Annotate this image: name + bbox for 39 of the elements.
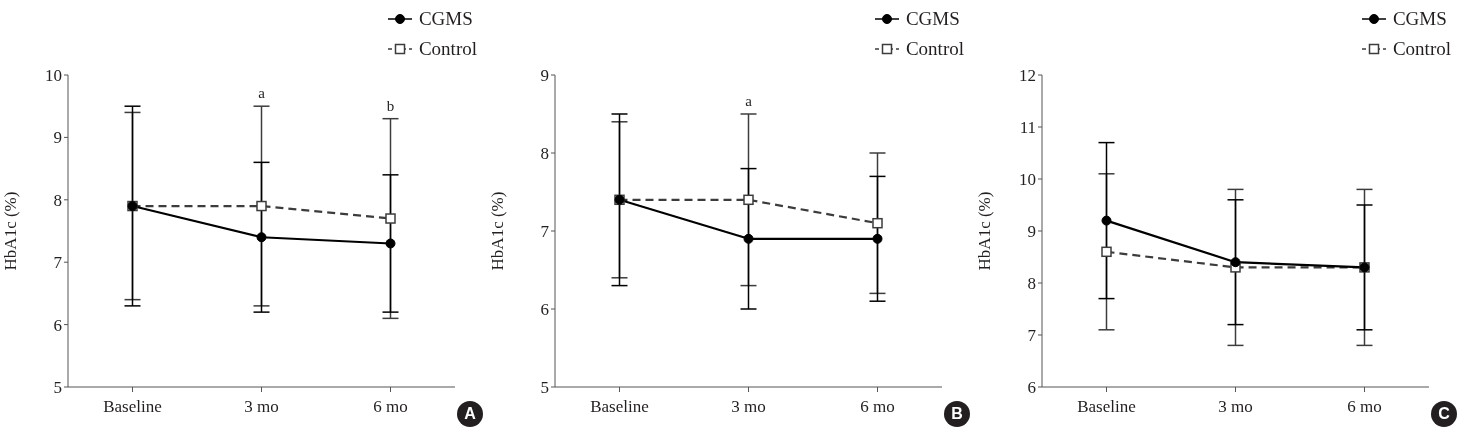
y-axis-title: HbA1c (%) bbox=[488, 191, 508, 271]
y-tick-label: 9 bbox=[53, 128, 62, 148]
x-tick-label: 3 mo bbox=[731, 397, 766, 417]
x-tick-label: 6 mo bbox=[373, 397, 408, 417]
y-tick-label: 12 bbox=[1019, 66, 1036, 86]
x-tick-label: 3 mo bbox=[1218, 397, 1253, 417]
y-tick-label: 6 bbox=[540, 300, 549, 320]
x-tick-label: 6 mo bbox=[1347, 397, 1382, 417]
y-tick-label: 9 bbox=[1027, 222, 1036, 242]
y-tick-label: 10 bbox=[45, 66, 62, 86]
y-tick-label: 8 bbox=[1027, 274, 1036, 294]
x-tick-label: 6 mo bbox=[860, 397, 895, 417]
legend-label: CGMS bbox=[905, 7, 960, 31]
y-tick-label: 6 bbox=[1027, 378, 1036, 398]
y-tick-label: 11 bbox=[1019, 118, 1036, 138]
y-tick-label: 7 bbox=[53, 253, 63, 273]
y-tick-label: 5 bbox=[53, 378, 62, 398]
legend-label: CGMS bbox=[1392, 7, 1447, 31]
y-tick-label: 6 bbox=[53, 315, 62, 335]
y-tick-label: 7 bbox=[540, 222, 550, 242]
annotation: a bbox=[744, 92, 753, 110]
x-tick-label: Baseline bbox=[103, 397, 162, 417]
y-axis-title: HbA1c (%) bbox=[1, 191, 21, 271]
y-tick-label: 9 bbox=[540, 66, 549, 86]
legend-label: Control bbox=[1392, 37, 1451, 61]
y-axis-title: HbA1c (%) bbox=[975, 191, 995, 271]
annotation: a bbox=[257, 84, 266, 103]
annotation: b bbox=[385, 96, 396, 115]
x-tick-label: 3 mo bbox=[244, 397, 279, 417]
y-tick-label: 8 bbox=[53, 190, 62, 210]
legend-label: CGMS bbox=[418, 7, 473, 31]
x-tick-label: Baseline bbox=[1077, 397, 1136, 417]
x-tick-label: Baseline bbox=[590, 397, 649, 417]
y-tick-label: 5 bbox=[540, 378, 549, 398]
legend-label: Control bbox=[418, 37, 477, 61]
y-tick-label: 7 bbox=[1027, 326, 1037, 346]
y-tick-label: 8 bbox=[540, 144, 549, 164]
legend-label: Control bbox=[905, 37, 964, 61]
y-tick-label: 10 bbox=[1019, 170, 1036, 190]
